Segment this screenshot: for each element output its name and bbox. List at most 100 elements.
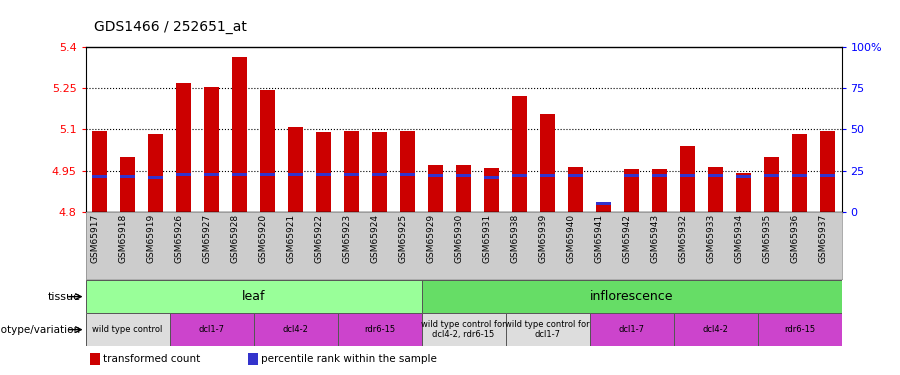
Text: leaf: leaf	[242, 290, 266, 303]
Bar	[248, 353, 258, 365]
Bar	[512, 96, 527, 212]
Bar	[820, 131, 835, 212]
Bar	[792, 134, 807, 212]
Bar	[540, 114, 555, 212]
Bar	[120, 175, 135, 178]
Bar	[568, 174, 583, 177]
Bar	[316, 173, 331, 176]
Bar	[624, 174, 639, 177]
Text: GSM65940: GSM65940	[566, 214, 575, 263]
Text: tissue: tissue	[48, 292, 81, 302]
Bar	[338, 313, 421, 346]
Text: GSM65932: GSM65932	[679, 214, 688, 263]
Text: GSM65939: GSM65939	[538, 214, 547, 263]
Bar	[288, 173, 303, 176]
Bar	[764, 157, 779, 212]
Bar	[758, 313, 842, 346]
Bar	[596, 202, 611, 206]
Text: dcl4-2: dcl4-2	[283, 325, 309, 334]
Bar	[673, 313, 758, 346]
Bar	[596, 202, 611, 212]
Text: GSM65924: GSM65924	[371, 214, 380, 263]
Text: GSM65936: GSM65936	[790, 214, 799, 263]
Text: GSM65943: GSM65943	[651, 214, 660, 263]
Bar	[506, 313, 590, 346]
Text: dcl4-2: dcl4-2	[703, 325, 728, 334]
Bar	[820, 174, 835, 177]
Bar	[344, 173, 359, 176]
Bar	[92, 131, 107, 212]
Text: GSM65928: GSM65928	[230, 214, 239, 263]
Bar	[792, 174, 807, 177]
Bar	[400, 131, 415, 212]
Text: rdr6-15: rdr6-15	[784, 325, 815, 334]
Bar	[260, 173, 275, 176]
Bar	[764, 174, 779, 177]
Text: GSM65923: GSM65923	[343, 214, 352, 263]
Text: GSM65921: GSM65921	[286, 214, 295, 263]
Bar	[736, 173, 752, 212]
Text: inflorescence: inflorescence	[590, 290, 673, 303]
Bar	[176, 173, 191, 176]
Bar	[707, 174, 724, 177]
Bar	[568, 166, 583, 212]
Text: GSM65931: GSM65931	[482, 214, 491, 263]
Bar	[254, 313, 338, 346]
Bar	[590, 313, 673, 346]
Bar	[652, 169, 667, 212]
Bar	[176, 82, 191, 212]
Text: GSM65933: GSM65933	[706, 214, 716, 263]
Bar	[400, 173, 415, 176]
Bar	[484, 168, 500, 212]
Bar	[260, 90, 275, 212]
Bar	[86, 280, 421, 313]
Text: GSM65941: GSM65941	[595, 214, 604, 263]
Bar	[421, 313, 506, 346]
Bar	[652, 174, 667, 177]
Bar	[512, 174, 527, 177]
Text: genotype/variation: genotype/variation	[0, 325, 81, 334]
Text: dcl1-7: dcl1-7	[618, 325, 644, 334]
Bar	[428, 174, 443, 177]
Bar	[540, 174, 555, 177]
Text: GSM65925: GSM65925	[399, 214, 408, 263]
Bar	[316, 132, 331, 212]
Bar	[232, 173, 248, 176]
Bar	[372, 173, 387, 176]
Bar	[203, 87, 220, 212]
Text: wild type control: wild type control	[93, 325, 163, 334]
Text: GSM65929: GSM65929	[427, 214, 436, 263]
Text: GSM65935: GSM65935	[762, 214, 771, 263]
Bar	[169, 313, 254, 346]
Bar	[624, 169, 639, 212]
Text: GSM65926: GSM65926	[175, 214, 184, 263]
Text: transformed count: transformed count	[104, 354, 201, 364]
Text: percentile rank within the sample: percentile rank within the sample	[261, 354, 437, 364]
Bar	[203, 173, 220, 176]
Text: GSM65942: GSM65942	[623, 214, 632, 263]
Bar	[288, 127, 303, 212]
Bar	[484, 176, 500, 179]
Text: GSM65922: GSM65922	[314, 214, 323, 263]
Bar	[344, 131, 359, 212]
Text: GSM65938: GSM65938	[510, 214, 519, 263]
Bar	[92, 175, 107, 178]
Text: GSM65937: GSM65937	[818, 214, 827, 263]
Bar	[90, 353, 100, 365]
Text: GSM65927: GSM65927	[202, 214, 211, 263]
Text: GDS1466 / 252651_at: GDS1466 / 252651_at	[94, 20, 248, 34]
Text: GSM65918: GSM65918	[119, 214, 128, 263]
Bar	[148, 176, 163, 179]
Bar	[120, 157, 135, 212]
Bar	[736, 175, 752, 178]
Text: GSM65930: GSM65930	[454, 214, 464, 263]
Bar	[707, 166, 724, 212]
Text: rdr6-15: rdr6-15	[364, 325, 395, 334]
Text: GSM65919: GSM65919	[147, 214, 156, 263]
Text: GSM65920: GSM65920	[258, 214, 267, 263]
Bar	[428, 165, 443, 212]
Bar	[148, 134, 163, 212]
Bar	[232, 57, 248, 212]
Bar	[680, 146, 695, 212]
Bar	[421, 280, 842, 313]
